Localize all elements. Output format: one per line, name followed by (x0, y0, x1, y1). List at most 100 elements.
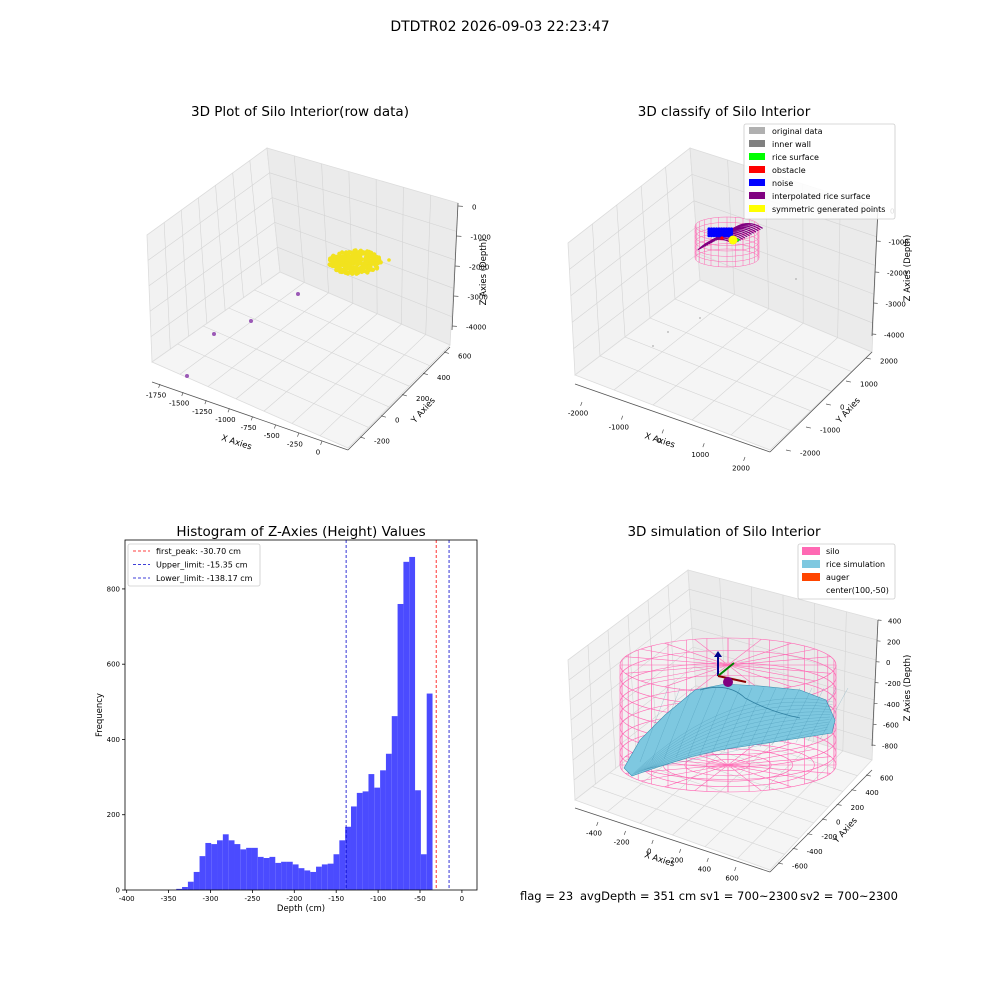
histogram-bar (409, 556, 416, 890)
silo-floor-spoke (727, 764, 816, 782)
grid-line (150, 246, 278, 337)
simulation-legend-entries: silo rice simulation auger center(100,-50) (802, 547, 889, 595)
histogram-legend: first_peak: -30.70 cm Upper_limit: -15.35… (127, 543, 261, 587)
raw-point (353, 259, 359, 264)
grid-line (627, 759, 814, 824)
axis-y-label: Y Axies (834, 395, 863, 426)
rice-mesh-line (639, 687, 669, 763)
noise-point (709, 234, 714, 238)
y-tick-label: 600 (458, 353, 471, 361)
y-tick-mark (422, 372, 428, 375)
panel-simulation-zticks: 400 200 0 -200 -400 -600 -800 (871, 618, 901, 751)
grid-line (704, 741, 814, 847)
grid-line (235, 303, 354, 400)
noise-point (714, 234, 719, 238)
x-tick-mark (706, 857, 709, 862)
grid-line (616, 204, 626, 338)
histogram-bar (304, 870, 311, 890)
y-tick-mark (821, 818, 827, 821)
rice-surface-mesh (631, 687, 849, 776)
y-tick-mark (851, 789, 857, 792)
x-tick-label: -1500 (169, 400, 189, 408)
auger-center-marker (723, 677, 733, 687)
x-tick-mark (743, 456, 746, 461)
x-tick-mark (204, 400, 207, 405)
rice-mesh-line (643, 721, 830, 771)
y-tick-label: 400 (107, 736, 120, 744)
grid-line (624, 336, 811, 412)
symmetric-point (728, 235, 738, 245)
grid-line (228, 307, 410, 387)
noise-point (707, 227, 711, 231)
grid-line (665, 166, 676, 300)
y-tick-mark (443, 351, 449, 354)
x-tick-label: -200 (286, 895, 302, 903)
original-point (699, 317, 701, 319)
histogram-bar (391, 716, 398, 890)
grid-line (321, 163, 329, 293)
original-point (795, 278, 797, 280)
grid-line (730, 337, 838, 436)
x-tick-label: -250 (287, 440, 303, 448)
legend-label: Upper_limit: -15.35 cm (156, 561, 248, 570)
rice-mesh-line (637, 711, 832, 773)
raw-point (355, 268, 361, 274)
panel-classify-3d: 3D classify of Silo Interior -2000 -1000 0… (567, 104, 913, 473)
axis-z-line (451, 202, 459, 331)
silo-top-spoke (727, 639, 762, 666)
x-tick-label: -400 (586, 830, 602, 838)
grid-line (147, 172, 270, 261)
outlier-point (185, 374, 189, 378)
rice-mesh-line (807, 687, 837, 742)
noise-point (707, 234, 711, 238)
noise-point (717, 229, 721, 233)
z-tick-label: -1000 (889, 239, 909, 247)
x-tick-label: -1250 (192, 408, 212, 416)
grid-line (277, 246, 452, 317)
figure-suptitle: DTDTR02 2026-09-03 22:23:47 (390, 19, 609, 35)
y-tick-label: 800 (107, 585, 120, 593)
legend-label: silo (826, 547, 840, 556)
silo-top-spoke (640, 648, 729, 666)
x-tick-mark (596, 821, 599, 826)
panel-raw-yticks: -200 0 200 400 600 (359, 351, 471, 446)
rice-mesh-line (639, 714, 831, 773)
legend-label: auger (826, 573, 850, 582)
z-tick-label: -800 (882, 743, 898, 751)
silo-floor-ring (684, 753, 772, 777)
histogram-bar (403, 561, 410, 890)
legend-swatch (802, 560, 820, 568)
grid-line (163, 222, 171, 350)
x-tick-label: 0 (316, 449, 320, 457)
silo-floor-spoke (727, 764, 831, 774)
histogram-bar (397, 603, 404, 890)
noise-point (729, 231, 734, 235)
x-tick-mark (320, 440, 323, 445)
grid-line (672, 732, 785, 836)
rice-mesh-line (675, 687, 705, 758)
axis-x-line (574, 807, 771, 873)
x-tick-label: 0 (460, 895, 464, 903)
grid-line (375, 179, 378, 314)
histogram-bar (380, 770, 386, 890)
histogram-bar (426, 693, 433, 890)
noise-point (727, 229, 731, 233)
raw-point (341, 254, 347, 259)
grid-line (842, 611, 847, 751)
legend-swatch (749, 153, 765, 160)
legend-frame (743, 123, 896, 220)
noise-point (717, 227, 721, 231)
raw-point (364, 254, 369, 259)
x-tick-label: -400 (119, 895, 135, 903)
x-tick-mark (580, 401, 583, 406)
histogram-bar (298, 868, 305, 890)
axis-x-label: X Axies (643, 431, 676, 450)
histogram-bar (199, 856, 206, 890)
x-tick-label: -500 (264, 432, 280, 440)
histogram-yticks: 0 200 400 600 800 (107, 585, 125, 895)
raw-point (335, 266, 340, 272)
y-tick-label: 0 (395, 416, 399, 424)
y-tick-mark (845, 380, 851, 383)
noise-point (709, 227, 714, 231)
z-tick-label: -2000 (887, 270, 907, 278)
